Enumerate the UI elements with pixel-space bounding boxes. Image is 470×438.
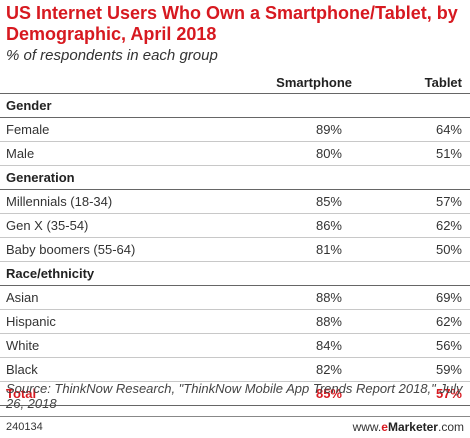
smartphone-value: 81% <box>242 237 372 262</box>
smartphone-value: 84% <box>242 333 372 358</box>
row-label: Hispanic <box>0 309 242 334</box>
table-row: White 84% 56% <box>0 333 470 358</box>
brand-logo: www.eMarketer.com <box>353 420 464 434</box>
row-label: Gen X (35-54) <box>0 213 242 238</box>
group-row: Gender <box>0 93 470 118</box>
tablet-value: 50% <box>372 237 470 262</box>
tablet-value: 62% <box>372 309 470 334</box>
header-smartphone: Smartphone <box>242 71 372 94</box>
smartphone-value: 85% <box>242 189 372 214</box>
total-tablet: 57% <box>372 381 470 406</box>
row-label: Millennials (18-34) <box>0 189 242 214</box>
smartphone-value: 82% <box>242 357 372 382</box>
table-row: Millennials (18-34) 85% 57% <box>0 189 470 214</box>
tablet-value: 64% <box>372 117 470 142</box>
smartphone-value: 88% <box>242 309 372 334</box>
brand-marketer: Marketer <box>387 420 438 434</box>
smartphone-value: 80% <box>242 141 372 166</box>
header-row: Smartphone Tablet <box>0 71 470 94</box>
header-tablet: Tablet <box>372 71 470 94</box>
tablet-value: 69% <box>372 285 470 310</box>
smartphone-value: 88% <box>242 285 372 310</box>
brand-suffix: .com <box>437 420 464 434</box>
brand-prefix: www. <box>352 420 382 434</box>
smartphone-value: 86% <box>242 213 372 238</box>
group-label: Race/ethnicity <box>0 261 470 286</box>
header-label <box>0 71 242 94</box>
row-label: Male <box>0 141 242 166</box>
table-row: Hispanic 88% 62% <box>0 309 470 334</box>
table-row: Female 89% 64% <box>0 117 470 142</box>
smartphone-value: 89% <box>242 117 372 142</box>
total-row: Total 85% 57% <box>0 381 470 406</box>
table-row: Male 80% 51% <box>0 141 470 166</box>
row-label: Female <box>0 117 242 142</box>
chart-title: US Internet Users Who Own a Smartphone/T… <box>6 3 458 44</box>
total-label: Total <box>0 381 242 406</box>
tablet-value: 59% <box>372 357 470 382</box>
group-row: Race/ethnicity <box>0 261 470 286</box>
chart-subtitle: % of respondents in each group <box>6 47 218 64</box>
tablet-value: 57% <box>372 189 470 214</box>
tablet-value: 62% <box>372 213 470 238</box>
row-label: White <box>0 333 242 358</box>
table-row: Baby boomers (55-64) 81% 50% <box>0 237 470 262</box>
row-label: Black <box>0 357 242 382</box>
data-table: Smartphone Tablet Gender Female 89% 64% Male… <box>0 71 470 406</box>
group-label: Gender <box>0 93 470 118</box>
table-body: Gender Female 89% 64% Male 80% 51% Generation Mi… <box>0 93 470 406</box>
table-row: Black 82% 59% <box>0 357 470 382</box>
total-smartphone: 85% <box>242 381 372 406</box>
row-label: Asian <box>0 285 242 310</box>
tablet-value: 56% <box>372 333 470 358</box>
footer: 240134 www.eMarketer.com <box>0 416 470 438</box>
chart-id: 240134 <box>6 421 43 433</box>
row-label: Baby boomers (55-64) <box>0 237 242 262</box>
source-note: Source: ThinkNow Research, "ThinkNow Mob… <box>6 381 463 411</box>
table-row: Gen X (35-54) 86% 62% <box>0 213 470 238</box>
brand-e: e <box>381 420 388 434</box>
tablet-value: 51% <box>372 141 470 166</box>
table-row: Asian 88% 69% <box>0 285 470 310</box>
group-row: Generation <box>0 165 470 190</box>
group-label: Generation <box>0 165 470 190</box>
